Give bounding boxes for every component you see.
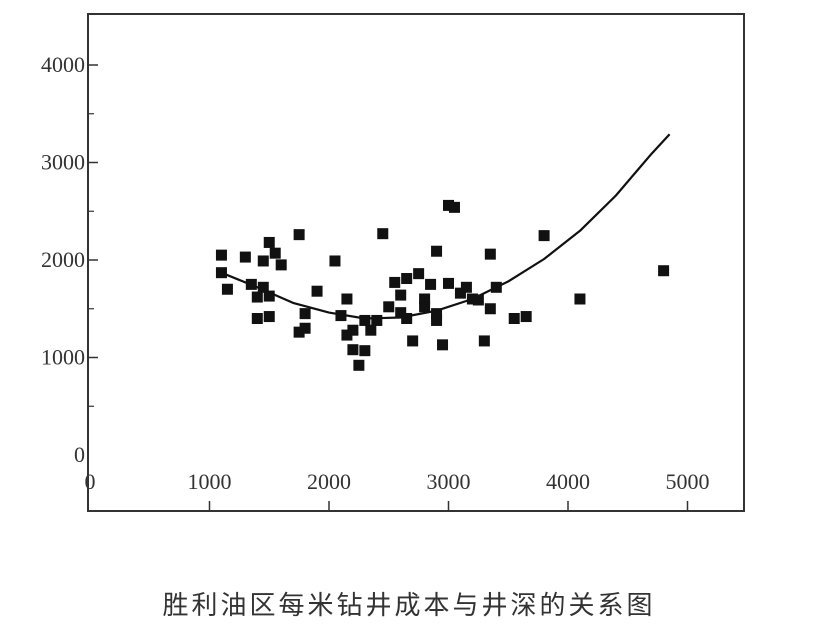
data-point xyxy=(431,314,443,326)
data-point xyxy=(574,293,586,305)
x-tick-label: 3000 xyxy=(427,469,471,494)
data-point xyxy=(251,313,263,324)
x-tick-label: 4000 xyxy=(546,469,590,494)
data-point xyxy=(389,276,401,288)
data-point xyxy=(443,277,454,289)
data-point xyxy=(329,255,341,267)
data-point xyxy=(413,268,425,280)
y-tick-label: 4000 xyxy=(41,52,85,77)
data-point xyxy=(431,308,443,320)
data-point xyxy=(377,228,389,240)
data-point xyxy=(395,289,407,301)
data-point xyxy=(472,294,484,306)
data-point xyxy=(221,283,233,295)
data-point xyxy=(419,301,431,313)
x-tick-label: 2000 xyxy=(307,469,351,494)
data-point xyxy=(359,314,371,326)
data-point xyxy=(215,249,227,261)
y-tick-label: 3000 xyxy=(41,150,85,175)
data-point xyxy=(401,313,413,324)
data-point xyxy=(448,201,460,213)
data-point xyxy=(293,229,305,241)
data-point xyxy=(341,293,353,305)
data-point xyxy=(484,303,496,315)
data-points xyxy=(215,199,670,371)
data-point xyxy=(263,236,275,248)
plot-frame xyxy=(87,13,745,512)
data-point xyxy=(275,259,287,271)
x-tick-label: 0 xyxy=(85,469,96,494)
x-tick-label: 1000 xyxy=(188,469,232,494)
data-point xyxy=(251,291,263,303)
data-point xyxy=(538,230,550,242)
chart-caption: 胜利油区每米钻井成本与井深的关系图 xyxy=(162,591,656,621)
data-point xyxy=(263,311,275,323)
data-point xyxy=(311,285,323,297)
data-point xyxy=(395,307,407,319)
data-point xyxy=(431,245,443,257)
data-point xyxy=(520,311,532,323)
data-point xyxy=(508,313,520,324)
fitted-curve xyxy=(220,133,671,320)
data-point xyxy=(484,248,496,260)
data-point xyxy=(341,329,353,341)
data-point xyxy=(293,326,305,338)
y-tick-label: 2000 xyxy=(41,247,85,272)
data-point xyxy=(257,281,269,293)
y-axis: 0 1000 2000 3000 4000 xyxy=(41,52,98,467)
data-point xyxy=(419,293,431,305)
data-point xyxy=(299,308,311,320)
data-point xyxy=(425,278,437,290)
y-tick-label: 0 xyxy=(74,442,85,467)
data-point xyxy=(347,344,359,356)
data-point xyxy=(365,324,377,336)
data-point xyxy=(478,335,490,347)
x-tick-label: 5000 xyxy=(666,469,710,494)
data-point xyxy=(257,255,269,267)
data-point xyxy=(239,251,251,263)
data-point xyxy=(437,339,449,351)
data-point xyxy=(263,290,275,302)
data-point xyxy=(371,314,383,326)
y-tick-label: 1000 xyxy=(41,345,85,370)
data-point xyxy=(658,265,670,277)
data-point xyxy=(383,301,395,313)
data-point xyxy=(269,247,281,259)
data-point xyxy=(347,324,359,336)
data-point xyxy=(454,287,466,299)
data-point xyxy=(299,322,311,334)
data-point xyxy=(401,273,413,285)
data-point xyxy=(353,359,365,371)
data-point xyxy=(359,345,371,357)
data-point xyxy=(407,335,419,347)
data-point xyxy=(460,281,472,293)
trend-curve xyxy=(220,133,671,320)
x-axis: 0 1000 2000 3000 4000 5000 xyxy=(85,469,710,511)
data-point xyxy=(443,199,454,211)
